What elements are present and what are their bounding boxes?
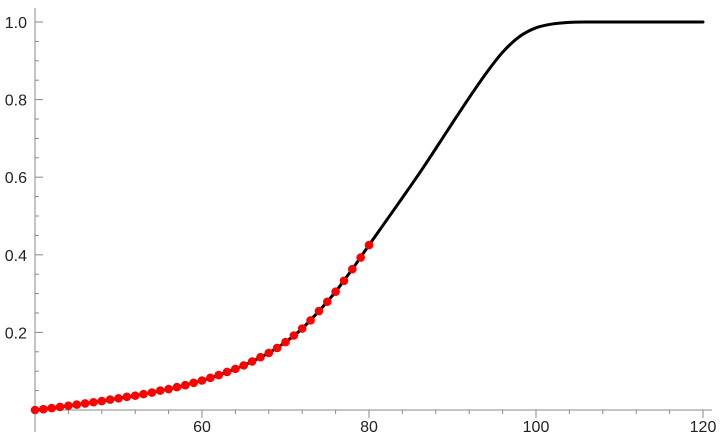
data-point [47, 403, 56, 413]
data-point [155, 386, 165, 395]
x-tick-label: 80 [360, 419, 378, 436]
data-point [289, 331, 299, 340]
y-tick-label: 1.0 [5, 15, 27, 32]
data-point [314, 306, 324, 316]
data-point [214, 370, 223, 380]
data-point [356, 253, 365, 262]
x-tick-label: 100 [523, 419, 550, 436]
data-point [164, 384, 173, 394]
y-tick-label: 0.4 [5, 248, 27, 265]
data-point [122, 392, 132, 402]
y-tick-label: 0.6 [5, 170, 27, 187]
data-point [105, 395, 115, 404]
data-point [80, 399, 90, 408]
data-point [297, 324, 307, 333]
data-point [130, 391, 140, 400]
series-line [33, 20, 705, 412]
data-point [139, 389, 148, 399]
data-point [147, 388, 157, 397]
data-point [89, 397, 98, 407]
data-point [239, 361, 249, 370]
data-point [331, 287, 340, 296]
data-point [189, 378, 198, 388]
plot-area [30, 20, 705, 415]
y-tick-label: 0.8 [5, 93, 27, 110]
data-point [39, 404, 48, 414]
data-point [72, 400, 82, 409]
data-point [97, 396, 107, 406]
data-point [281, 337, 290, 347]
x-tick-label: 120 [690, 419, 717, 436]
data-point [348, 264, 357, 274]
data-point [181, 380, 190, 390]
data-point [172, 382, 182, 392]
data-point [272, 343, 282, 353]
data-point [322, 297, 332, 307]
data-point [197, 376, 207, 385]
x-tick-label: 60 [193, 419, 211, 436]
data-point [30, 405, 40, 415]
data-point [206, 373, 215, 383]
data-point [339, 276, 349, 286]
data-point [264, 348, 274, 358]
data-point [55, 402, 65, 412]
data-point [64, 401, 73, 411]
data-point [306, 316, 315, 325]
data-point [222, 367, 232, 377]
data-point [247, 357, 257, 366]
axes: 60 80 100 120 0.2 0.4 0.6 0.8 1.0 [5, 8, 717, 436]
data-point [256, 352, 265, 362]
data-point [114, 394, 123, 403]
y-tick-label: 0.2 [5, 325, 27, 342]
data-point [364, 240, 374, 250]
data-point [231, 364, 240, 374]
